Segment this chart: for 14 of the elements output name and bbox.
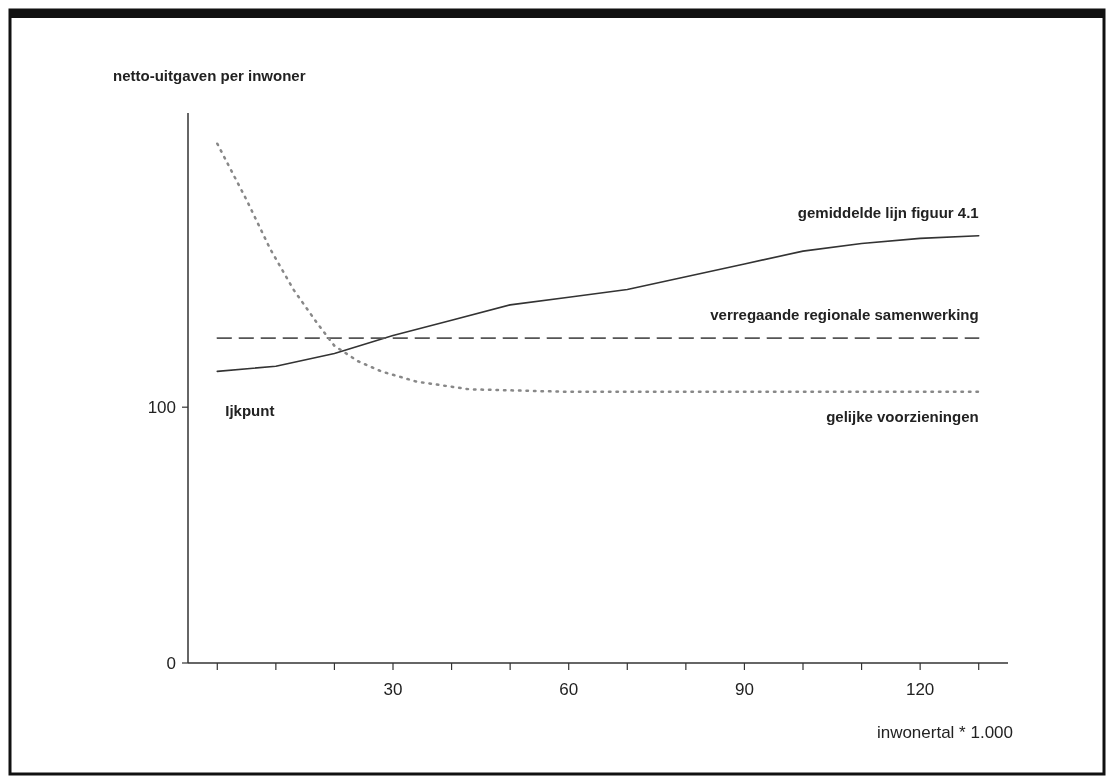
x-axis-title: inwonertal * 1.000 (876, 723, 1013, 742)
y-axis-title: netto-uitgaven per inwoner (113, 67, 306, 84)
line-series (216, 234, 980, 373)
y-tick-label: 100 (147, 398, 176, 418)
series-label: gemiddelde lijn figuur 4.1 (797, 203, 979, 221)
x-tick-label: 30 (383, 680, 403, 699)
annotation: Ijkpunt (225, 402, 275, 420)
series-label: gelijke voorzieningen (826, 407, 979, 425)
x-tick-label: 60 (559, 680, 579, 699)
series-label: verregaande regionale samenwerking (710, 306, 979, 324)
line-series (216, 142, 980, 394)
x-tick-label: 120 (905, 680, 935, 699)
y-tick-label: 0 (166, 653, 176, 673)
x-tick-label: 90 (734, 680, 754, 699)
